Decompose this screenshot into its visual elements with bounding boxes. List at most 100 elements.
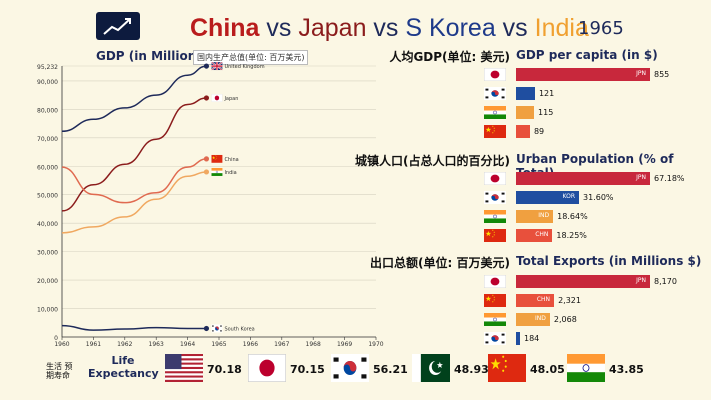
y-tick-label: 70,000 xyxy=(37,136,58,143)
series-flag-china xyxy=(211,154,223,163)
y-tick-label: 95,232 xyxy=(37,64,58,71)
flag-china-icon xyxy=(484,125,506,138)
series-end-point xyxy=(203,169,210,175)
bar-category-label: IND xyxy=(538,212,550,219)
gdp-chart-title: GDP (in Millions $) xyxy=(96,49,222,63)
bar-category-label: JPN xyxy=(636,70,646,77)
x-tick-label: 1970 xyxy=(368,341,383,348)
life-expectancy-item: 56.21 xyxy=(331,354,411,386)
bar-value-label: 2,068 xyxy=(553,315,577,324)
flag-japan-icon xyxy=(484,275,506,288)
bar-jpn: JPN xyxy=(516,275,650,288)
bar-chn: CHN xyxy=(516,229,553,242)
bar-jpn: JPN xyxy=(516,172,650,185)
bar-category-label: IND xyxy=(535,315,546,322)
life-expectancy-value: 43.85 xyxy=(609,363,644,376)
y-tick-label: 10,000 xyxy=(37,307,58,314)
bar-category-label: CHN xyxy=(536,296,551,303)
flag-india-icon xyxy=(567,354,605,382)
series-end-point xyxy=(203,95,210,101)
trend-chart-icon xyxy=(103,18,131,35)
panel-title-cn: 城镇人口(占总人口的百分比) xyxy=(355,154,510,168)
bar-ind: IND xyxy=(516,313,550,326)
flag-india-icon xyxy=(484,106,506,119)
series-line-japan xyxy=(61,97,207,212)
series-end-point xyxy=(203,63,210,69)
series-label: South Korea xyxy=(224,326,254,332)
series-end-point xyxy=(203,156,210,162)
y-tick-label: 60,000 xyxy=(37,164,58,171)
bar-category-label: CHN xyxy=(535,231,549,238)
title-india: India xyxy=(534,14,589,42)
title-korea: S Korea xyxy=(405,14,496,42)
series-line-uk xyxy=(61,65,207,133)
bar-value-label: 855 xyxy=(654,70,670,79)
bar-value-label: 31.60% xyxy=(583,193,614,202)
panel-title-cn: 人均GDP(单位: 美元) xyxy=(389,50,510,64)
flag-china-icon xyxy=(488,354,526,382)
bar-value-label: 89 xyxy=(533,127,545,136)
bar-chn xyxy=(516,125,530,138)
life-expectancy-value: 48.93 xyxy=(454,363,489,376)
flag-pakistan-icon xyxy=(412,354,450,382)
bar-chn: CHN xyxy=(516,294,555,307)
x-tick-label: 1968 xyxy=(306,341,321,348)
y-tick-label: 20,000 xyxy=(37,278,58,285)
year-indicator: 1965 xyxy=(578,18,624,39)
series-flag-korea xyxy=(211,324,223,333)
series-label: Japan xyxy=(223,96,238,102)
life-expectancy-item: 70.18 xyxy=(165,354,245,386)
y-tick-label: 90,000 xyxy=(37,79,58,86)
bar-jpn: JPN xyxy=(516,68,650,81)
flag-india-icon xyxy=(484,210,506,223)
y-tick-label: 0 xyxy=(54,335,58,342)
life-expectancy-label-cn: 生活 预期寿命 xyxy=(46,362,73,380)
flag-china-icon xyxy=(484,294,506,307)
life-expectancy-label: Life Expectancy xyxy=(88,354,159,380)
bar-value-label: 115 xyxy=(538,108,554,117)
series-line-china xyxy=(61,158,207,204)
flag-korea-icon xyxy=(331,354,369,382)
life-expectancy-value: 70.15 xyxy=(290,363,325,376)
x-tick-label: 1964 xyxy=(180,341,195,348)
bar-category-label: KOR xyxy=(562,193,576,200)
bar-kor: KOR xyxy=(516,191,580,204)
bar-kor xyxy=(516,87,535,100)
series-flag-japan xyxy=(211,93,223,102)
y-tick-label: 30,000 xyxy=(37,250,58,257)
panel-title: GDP per capita (in $) xyxy=(516,48,658,62)
bar-ind: IND xyxy=(516,210,554,223)
series-flag-uk xyxy=(211,62,223,71)
flag-india-icon xyxy=(484,313,506,326)
title-vs: vs xyxy=(366,14,406,42)
flag-korea-icon xyxy=(484,87,506,100)
x-tick-label: 1965 xyxy=(211,341,226,348)
y-tick-label: 40,000 xyxy=(37,221,58,228)
title-vs: vs xyxy=(495,14,535,42)
panel-title: Total Exports (in Millions $) xyxy=(516,254,702,268)
life-expectancy-value: 70.18 xyxy=(207,363,242,376)
gdp-chart-subtitle: 国内生产总值(单位: 百万美元) xyxy=(193,50,309,65)
x-tick-label: 1960 xyxy=(54,341,69,348)
life-expectancy-value: 48.05 xyxy=(530,363,565,376)
flag-japan-icon xyxy=(248,354,286,382)
x-tick-label: 1967 xyxy=(274,341,289,348)
bar-category-label: JPN xyxy=(636,277,646,284)
bar-category-label: JPN xyxy=(636,174,646,181)
series-end-point xyxy=(203,325,210,332)
life-expectancy-item: 43.85 xyxy=(567,354,647,386)
series-label: China xyxy=(224,157,238,163)
bar-value-label: 2,321 xyxy=(558,296,581,305)
life-expectancy-item: 48.05 xyxy=(488,354,568,386)
flag-korea-icon xyxy=(484,332,506,345)
bar-value-label: 18.64% xyxy=(557,212,588,221)
bar-kor xyxy=(516,332,520,345)
y-tick-label: 80,000 xyxy=(37,107,58,114)
panel-title-cn: 出口总额(单位: 百万美元) xyxy=(370,256,510,270)
title-japan: Japan xyxy=(298,14,367,42)
bar-ind xyxy=(516,106,535,119)
series-label: United Kingdom xyxy=(224,64,264,70)
title-vs: vs xyxy=(259,14,299,42)
x-tick-label: 1963 xyxy=(149,341,164,348)
